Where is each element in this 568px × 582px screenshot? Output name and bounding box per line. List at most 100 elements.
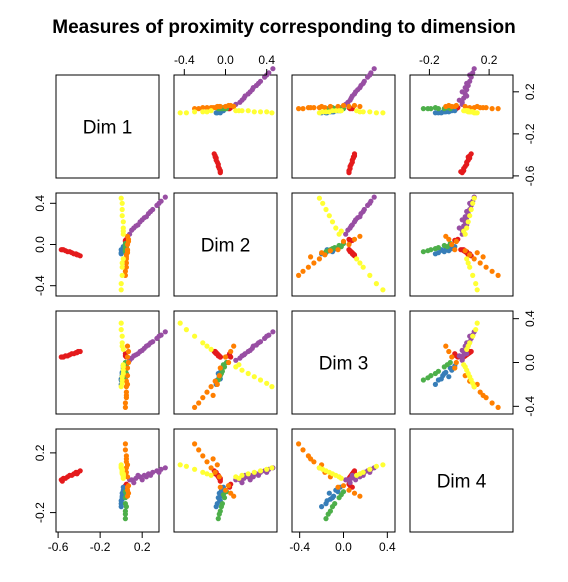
data-point: [432, 251, 438, 257]
x-axis-bottom-3: -0.4 0.0 0.4: [289, 531, 396, 554]
data-point: [471, 384, 477, 390]
tick-label: 0.0: [523, 354, 537, 371]
data-point: [343, 231, 349, 237]
data-point: [461, 108, 467, 114]
dimension-label: Dim 3: [319, 354, 369, 375]
data-point: [329, 495, 336, 501]
data-point: [464, 208, 470, 215]
data-point: [177, 110, 183, 116]
data-point: [250, 474, 256, 480]
data-point: [357, 109, 363, 115]
data-point: [251, 374, 257, 380]
data-point: [349, 484, 355, 490]
data-point: [124, 354, 131, 360]
data-point: [480, 105, 486, 111]
data-point: [354, 256, 360, 262]
data-point: [367, 109, 373, 115]
data-point: [357, 260, 363, 266]
data-point: [200, 340, 206, 346]
data-point: [471, 195, 477, 201]
data-point: [233, 357, 239, 363]
data-point: [357, 233, 363, 239]
data-point: [319, 504, 325, 510]
data-point: [270, 66, 276, 72]
data-point: [222, 487, 229, 493]
data-point: [346, 487, 352, 493]
data-point: [120, 219, 126, 225]
data-point: [462, 214, 468, 220]
data-point: [474, 103, 480, 110]
data-point: [432, 105, 438, 111]
data-point: [323, 516, 329, 522]
data-point: [300, 447, 306, 453]
data-point: [308, 254, 314, 260]
data-point: [119, 471, 125, 477]
data-point: [250, 343, 256, 349]
data-point: [443, 233, 449, 239]
data-point: [350, 252, 356, 258]
tick-label: -0.2: [33, 502, 47, 523]
data-point: [327, 103, 333, 110]
data-point: [148, 208, 154, 215]
data-point: [465, 219, 471, 225]
tick-label: -0.4: [33, 275, 47, 296]
data-point: [353, 89, 359, 95]
data-point: [139, 217, 145, 223]
data-point: [446, 374, 452, 380]
data-point: [380, 287, 386, 293]
data-point: [471, 256, 477, 262]
tick-label: -0.2: [90, 540, 111, 554]
data-point: [373, 281, 379, 287]
data-point: [470, 272, 476, 278]
data-point: [489, 400, 495, 406]
data-point: [236, 362, 242, 368]
data-point: [373, 110, 379, 116]
panel-frame: [291, 74, 396, 179]
tick-label: 0.0: [335, 540, 352, 554]
data-point: [122, 400, 128, 406]
data-point: [473, 281, 479, 287]
data-point: [465, 154, 471, 160]
data-point: [338, 475, 344, 481]
data-point: [245, 108, 251, 114]
data-point: [452, 365, 458, 371]
data-point: [143, 474, 149, 480]
tick-label: -0.2: [523, 123, 537, 144]
data-point: [432, 370, 438, 377]
data-point: [380, 462, 386, 468]
data-point: [367, 72, 373, 78]
data-point: [420, 106, 426, 112]
data-point: [446, 348, 452, 355]
data-point: [204, 389, 210, 395]
data-point: [192, 466, 198, 472]
data-point: [264, 380, 270, 386]
tick-label: 0.0: [33, 236, 47, 253]
panel-2-4: [409, 192, 514, 297]
data-point: [119, 272, 125, 278]
x-axis-top-4: -0.2 0.2: [419, 53, 498, 76]
data-point: [200, 105, 206, 111]
data-point: [347, 97, 353, 103]
data-point: [367, 200, 373, 206]
panel-3-4: [409, 310, 514, 415]
data-point: [200, 469, 206, 475]
data-point: [220, 492, 226, 498]
data-point: [204, 105, 210, 111]
data-point: [119, 200, 125, 206]
data-point: [351, 236, 358, 242]
data-point: [192, 404, 198, 410]
data-point: [212, 350, 218, 356]
data-point: [346, 247, 352, 253]
data-point: [204, 343, 210, 349]
y-axis-right-3: -0.4 0.0 0.4: [512, 310, 537, 417]
data-point: [122, 441, 128, 447]
data-point: [467, 213, 473, 219]
data-point: [444, 362, 450, 368]
data-point: [213, 504, 219, 510]
data-point: [74, 350, 80, 356]
data-point: [131, 480, 137, 486]
data-point: [338, 492, 344, 498]
data-point: [357, 493, 363, 499]
panel-1-1: Dim 1: [55, 74, 160, 179]
